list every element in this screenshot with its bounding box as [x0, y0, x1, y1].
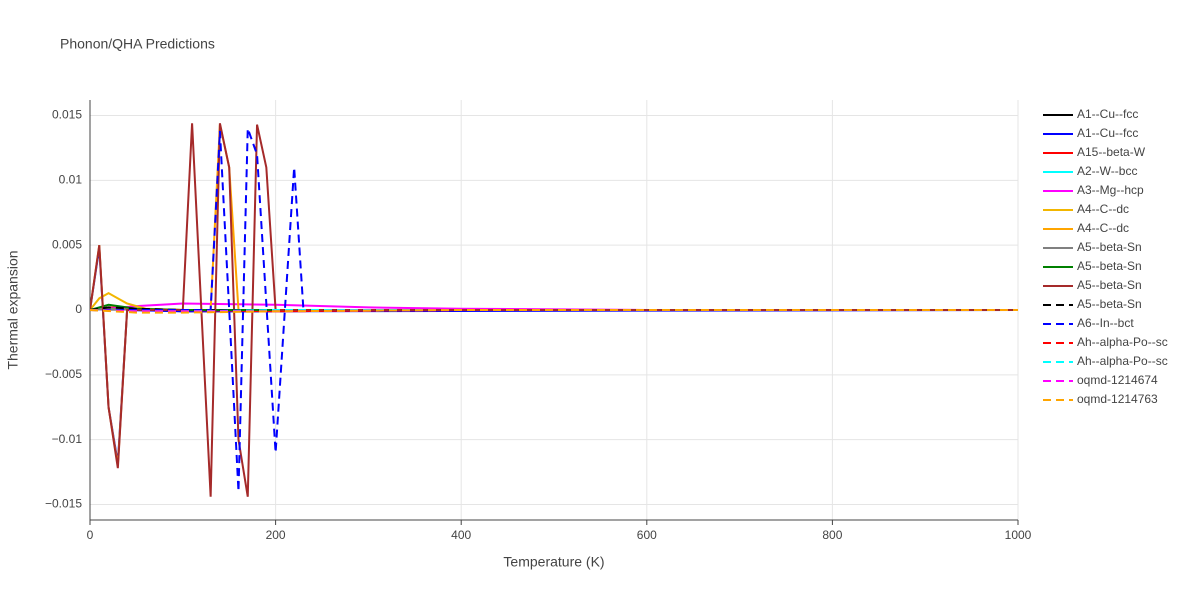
legend-label: A1--Cu--fcc [1077, 107, 1138, 121]
x-tick-label: 0 [87, 528, 94, 542]
legend-label: Ah--alpha-Po--sc [1077, 354, 1168, 368]
x-tick-label: 1000 [1005, 528, 1032, 542]
legend-label: A6--In--bct [1077, 316, 1134, 330]
legend-label: A2--W--bcc [1077, 164, 1137, 178]
legend-label: A5--beta-Sn [1077, 240, 1142, 254]
y-tick-label: −0.015 [45, 497, 82, 511]
legend-label: A15--beta-W [1077, 145, 1146, 159]
legend-label: A4--C--dc [1077, 202, 1129, 216]
y-tick-label: 0.01 [59, 173, 83, 187]
legend-label: A5--beta-Sn [1077, 278, 1142, 292]
legend-label: A5--beta-Sn [1077, 259, 1142, 273]
legend-label: A1--Cu--fcc [1077, 126, 1138, 140]
series-line [90, 123, 1018, 497]
x-tick-label: 600 [637, 528, 657, 542]
legend-label: A3--Mg--hcp [1077, 183, 1144, 197]
y-tick-label: 0 [75, 302, 82, 316]
legend-label: oqmd-1214763 [1077, 392, 1158, 406]
series-line [90, 247, 1018, 464]
x-tick-label: 200 [266, 528, 286, 542]
x-axis-label: Temperature (K) [503, 554, 604, 570]
x-tick-label: 800 [822, 528, 842, 542]
y-tick-label: 0.005 [52, 237, 82, 251]
y-tick-label: −0.005 [45, 367, 82, 381]
plot-area [90, 123, 1018, 497]
legend-label: oqmd-1214674 [1077, 373, 1158, 387]
y-axis-label: Thermal expansion [5, 250, 21, 369]
y-tick-label: −0.01 [52, 432, 83, 446]
chart-title: Phonon/QHA Predictions [60, 36, 215, 52]
y-tick-label: 0.015 [52, 108, 82, 122]
legend-label: A4--C--dc [1077, 221, 1129, 235]
x-tick-label: 400 [451, 528, 471, 542]
legend-label: A5--beta-Sn [1077, 297, 1142, 311]
legend-label: Ah--alpha-Po--sc [1077, 335, 1168, 349]
